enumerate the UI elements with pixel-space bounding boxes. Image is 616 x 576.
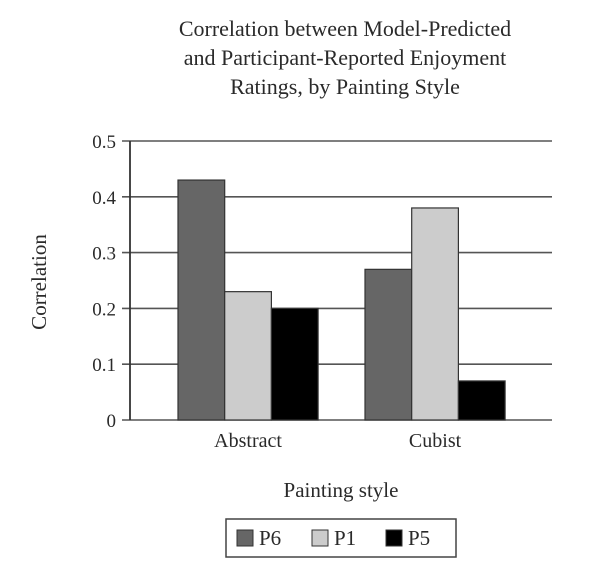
bar-abstract-p5 (270, 307, 319, 421)
bar-cubist-p1 (411, 207, 460, 421)
bar-abstract-p1 (224, 291, 272, 421)
y-tick-label: 0 (107, 411, 117, 432)
y-tick-label: 0.4 (92, 188, 116, 209)
y-tick-label: 0.5 (92, 132, 116, 153)
x-category-label: Cubist (409, 430, 462, 452)
chart-title-line-2: and Participant-Reported Enjoyment (183, 45, 507, 70)
legend: P6 P1 P5 (225, 518, 457, 558)
chart-title-line-1: Correlation between Model-Predicted (178, 16, 512, 41)
y-tick-label: 0.1 (92, 355, 116, 376)
x-axis-title: Painting style (284, 478, 399, 502)
legend-swatch-p6 (236, 529, 254, 547)
y-tick-label: 0.2 (92, 299, 116, 320)
legend-box (225, 518, 457, 558)
chart-title-line-3: Ratings, by Painting Style (230, 74, 460, 99)
chart-title: Correlation between Model-Predicted and … (110, 14, 580, 101)
legend-swatch-p5 (385, 529, 403, 547)
y-axis-title: Correlation (27, 234, 51, 330)
legend-label-p6: P6 (259, 526, 281, 550)
legend-label-p1: P1 (334, 526, 356, 550)
x-category-label: Abstract (214, 430, 282, 452)
x-category-labels: Abstract Cubist (214, 430, 461, 452)
bars (177, 179, 506, 421)
bar-cubist-p6 (364, 268, 413, 421)
bar-abstract-p6 (177, 179, 226, 421)
y-tick-label: 0.3 (92, 244, 116, 265)
legend-label-p5: P5 (408, 526, 430, 550)
legend-swatch-p1 (311, 529, 329, 547)
bar-cubist-p5 (457, 380, 506, 421)
y-tick-labels: 0 0.1 0.2 0.3 0.4 0.5 (92, 132, 116, 432)
